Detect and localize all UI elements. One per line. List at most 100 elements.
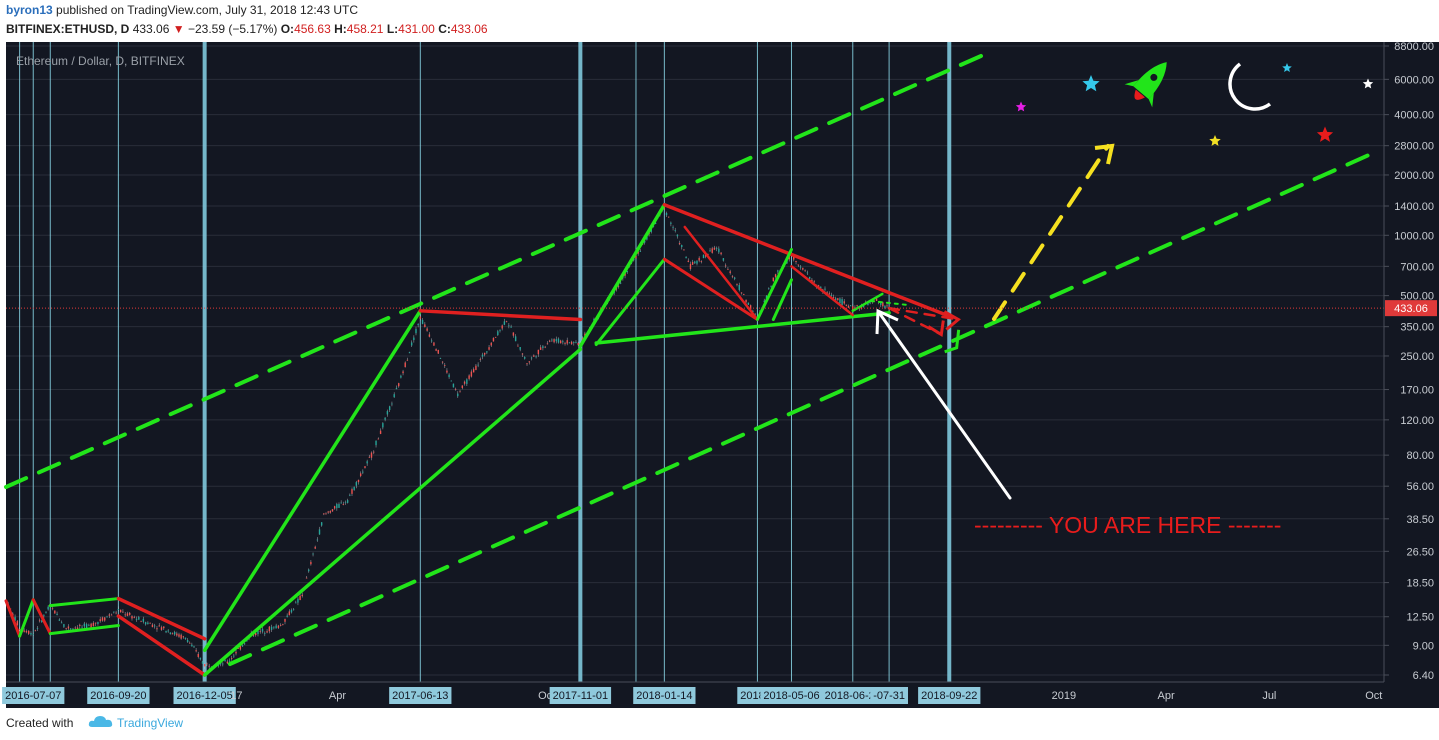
price-bar bbox=[499, 330, 501, 331]
y-tick-label: 350.00 bbox=[1400, 322, 1434, 334]
price-bar bbox=[106, 616, 108, 618]
price-bar bbox=[450, 380, 452, 382]
price-bar bbox=[113, 611, 115, 613]
price-bar bbox=[353, 486, 355, 491]
price-bar bbox=[820, 286, 822, 290]
price-bar bbox=[860, 305, 863, 310]
author-link[interactable]: byron13 bbox=[6, 3, 53, 17]
price-tag-box bbox=[1385, 300, 1437, 317]
price-bar bbox=[28, 630, 30, 634]
price-bar bbox=[882, 302, 884, 307]
price-bar bbox=[740, 292, 743, 294]
price-bar bbox=[512, 332, 515, 336]
price-bar bbox=[713, 247, 716, 250]
price-bar bbox=[459, 391, 461, 393]
y-tick-label: 80.00 bbox=[1406, 450, 1434, 462]
price-bar bbox=[698, 257, 700, 261]
price-bar bbox=[76, 627, 79, 630]
price-bar bbox=[226, 661, 229, 664]
green-rally-line bbox=[578, 203, 667, 348]
price-bar bbox=[804, 270, 806, 272]
price-bar bbox=[333, 506, 336, 509]
red-descending-line bbox=[790, 265, 855, 317]
price-bar bbox=[817, 285, 820, 288]
price-bar bbox=[197, 653, 199, 657]
price-bar bbox=[195, 650, 197, 652]
x-tick-label: Jul bbox=[1262, 690, 1276, 702]
price-bar bbox=[475, 365, 477, 370]
price-bar bbox=[813, 281, 815, 283]
upper-channel-line bbox=[4, 50, 992, 489]
price-bar bbox=[74, 627, 76, 629]
price-bar bbox=[239, 644, 242, 650]
price-bar bbox=[676, 234, 679, 237]
price-bar bbox=[503, 321, 506, 325]
price-bar bbox=[832, 297, 835, 298]
price-bar bbox=[617, 285, 620, 287]
price-bar bbox=[830, 294, 833, 297]
price-bar bbox=[644, 240, 646, 243]
price-bar bbox=[720, 252, 722, 255]
y-tick-label: 2000.00 bbox=[1394, 170, 1434, 182]
x-tick-label: Apr bbox=[1158, 690, 1175, 702]
price-bar bbox=[90, 623, 92, 628]
trend-drawings bbox=[4, 50, 1384, 677]
price-bar bbox=[193, 646, 195, 648]
price-bar bbox=[228, 660, 231, 662]
price-bar bbox=[619, 282, 622, 284]
price-bar bbox=[479, 358, 482, 360]
price-bar bbox=[763, 300, 765, 302]
x-tick: -07-31 bbox=[870, 687, 908, 704]
price-bar bbox=[575, 342, 577, 343]
price-bar bbox=[54, 610, 56, 614]
price-bar bbox=[856, 304, 858, 306]
price-bar bbox=[110, 614, 113, 616]
price-bar bbox=[486, 351, 488, 353]
price-bar bbox=[678, 243, 681, 245]
price-bar bbox=[551, 339, 553, 341]
price-bar bbox=[729, 271, 731, 274]
price-bar bbox=[243, 643, 246, 645]
green-trend-line bbox=[48, 597, 120, 608]
price-bar bbox=[646, 236, 648, 240]
tradingview-link[interactable]: TradingView bbox=[117, 716, 184, 730]
x-tick-label: -07-31 bbox=[873, 690, 905, 702]
price-bar bbox=[395, 387, 398, 390]
price-bar bbox=[99, 619, 101, 622]
x-tick-highlight bbox=[821, 687, 884, 704]
price-bar bbox=[553, 339, 555, 343]
price-bar bbox=[63, 624, 65, 627]
price-bar bbox=[34, 630, 37, 632]
y-tick-label: 8800.00 bbox=[1394, 42, 1434, 53]
price-bar bbox=[546, 343, 549, 345]
price-bar bbox=[490, 342, 492, 346]
price-bar bbox=[535, 356, 537, 358]
price-bar bbox=[668, 216, 670, 218]
price-bar bbox=[208, 665, 210, 667]
open-value: 456.63 bbox=[294, 22, 331, 36]
price-bar bbox=[519, 347, 521, 350]
magenta-star-icon bbox=[1015, 101, 1027, 112]
price-bar bbox=[413, 337, 415, 341]
price-bar bbox=[144, 622, 147, 625]
x-tick-highlight bbox=[870, 687, 908, 704]
price-bar bbox=[176, 633, 178, 636]
price-chart[interactable]: Ethereum / Dollar, D, BITFINEX ---------… bbox=[0, 42, 1439, 708]
price-bar bbox=[386, 411, 389, 415]
rocket-body bbox=[1133, 62, 1167, 100]
price-bar bbox=[133, 617, 135, 619]
price-bar bbox=[847, 305, 850, 308]
price-bar bbox=[683, 249, 685, 251]
price-bar bbox=[774, 274, 777, 277]
red-resistance-line bbox=[418, 309, 583, 322]
y-axis[interactable] bbox=[1384, 42, 1439, 708]
x-tick-highlight bbox=[389, 687, 452, 704]
low-value: 431.00 bbox=[398, 22, 435, 36]
price-bar bbox=[689, 264, 692, 270]
price-bar bbox=[295, 602, 297, 604]
red-trend-line bbox=[4, 599, 22, 638]
price-bar bbox=[336, 504, 338, 509]
red-projection-line bbox=[887, 306, 960, 321]
price-bar bbox=[235, 651, 237, 654]
price-bar bbox=[843, 301, 845, 304]
